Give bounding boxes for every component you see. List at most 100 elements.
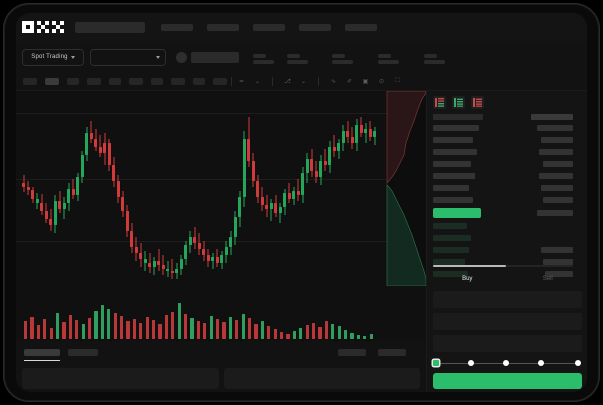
candle bbox=[346, 91, 349, 286]
chart-type-chevron-icon[interactable]: ⌄ bbox=[300, 79, 307, 85]
order-book-bid-row[interactable] bbox=[427, 232, 587, 244]
order-book-scrollbar[interactable] bbox=[433, 265, 573, 267]
candle bbox=[49, 91, 52, 286]
candle bbox=[139, 91, 142, 286]
order-book-ask-row[interactable] bbox=[427, 170, 587, 182]
bottom-tab-order-history[interactable] bbox=[68, 349, 98, 356]
bottom-action-2[interactable] bbox=[378, 349, 406, 356]
volume-bar bbox=[49, 328, 53, 339]
timeframe-button-6[interactable] bbox=[129, 78, 143, 85]
candle bbox=[166, 91, 169, 286]
candle bbox=[301, 91, 304, 286]
order-book-bid-row[interactable] bbox=[427, 220, 587, 232]
price-field[interactable] bbox=[433, 291, 582, 308]
slider-stop-100[interactable] bbox=[575, 360, 581, 366]
timeframe-button-10[interactable] bbox=[213, 78, 227, 85]
bottom-panel-left[interactable] bbox=[22, 368, 219, 389]
candle bbox=[94, 91, 97, 286]
candle bbox=[265, 91, 268, 286]
timeframe-button-4[interactable] bbox=[87, 78, 101, 85]
chevron-down-icon bbox=[70, 55, 75, 59]
amount-field[interactable] bbox=[433, 313, 582, 330]
indicator-chevron-icon[interactable]: ⌄ bbox=[254, 79, 261, 85]
line-tool-icon[interactable]: ∿ bbox=[330, 79, 337, 85]
chart-type-icon[interactable]: ⎇ bbox=[284, 79, 291, 85]
candle bbox=[62, 91, 66, 286]
submit-buy-button[interactable] bbox=[433, 373, 582, 389]
candle bbox=[314, 91, 318, 286]
trade-form-fields bbox=[433, 291, 582, 357]
timeframe-button-7[interactable] bbox=[151, 78, 163, 85]
orderbook-mode-both-icon[interactable] bbox=[433, 96, 446, 109]
nav-item-3[interactable] bbox=[253, 23, 285, 31]
timeframe-button-3[interactable] bbox=[67, 78, 79, 85]
slider-stop-25[interactable] bbox=[468, 360, 474, 366]
timeframe-button-2[interactable] bbox=[45, 78, 59, 85]
candle bbox=[292, 91, 295, 286]
price-chart[interactable] bbox=[16, 91, 426, 341]
order-book-ask-row[interactable] bbox=[427, 194, 587, 206]
timeframe-button-9[interactable] bbox=[193, 78, 205, 85]
candle bbox=[157, 91, 160, 286]
indicator-icon[interactable]: ≃ bbox=[238, 79, 245, 85]
bottom-action-1[interactable] bbox=[338, 349, 366, 356]
candle bbox=[229, 91, 232, 286]
order-book-ask-row[interactable] bbox=[427, 122, 587, 134]
slider-handle[interactable] bbox=[433, 360, 439, 366]
volume-bar bbox=[209, 316, 213, 339]
candle bbox=[310, 91, 313, 286]
candle bbox=[80, 91, 84, 286]
nav-item-1[interactable] bbox=[161, 23, 193, 31]
timeframe-button-8[interactable] bbox=[171, 78, 185, 85]
order-book-bid-row[interactable] bbox=[427, 244, 587, 256]
volume-bar bbox=[88, 318, 92, 339]
candle bbox=[134, 91, 138, 286]
candle bbox=[103, 91, 106, 286]
pencil-icon[interactable]: ✐ bbox=[346, 79, 353, 85]
nav-item-2[interactable] bbox=[207, 23, 239, 31]
ticker-stat-label bbox=[332, 53, 345, 58]
tab-buy[interactable]: Buy bbox=[462, 276, 473, 282]
okx-logo-icon[interactable] bbox=[22, 21, 66, 33]
candle bbox=[22, 91, 25, 286]
timeframe-button-5[interactable] bbox=[109, 78, 121, 85]
timeframe-group bbox=[23, 78, 227, 85]
candle bbox=[319, 91, 322, 286]
spot-trading-dropdown[interactable]: Spot Trading bbox=[22, 48, 84, 66]
candle bbox=[242, 91, 246, 286]
toolbar-divider bbox=[272, 77, 273, 86]
order-book-rows[interactable] bbox=[427, 122, 587, 280]
order-book-ask-row[interactable] bbox=[427, 182, 587, 194]
candle bbox=[170, 91, 174, 286]
settings-icon[interactable]: ⊙ bbox=[378, 79, 385, 85]
slider-stop-75[interactable] bbox=[538, 360, 544, 366]
volume-bar bbox=[318, 327, 322, 339]
nav-item-5[interactable] bbox=[345, 23, 377, 31]
orderbook-mode-bids-icon[interactable] bbox=[452, 96, 465, 109]
pair-select-dropdown[interactable] bbox=[90, 48, 166, 66]
order-book-ask-row[interactable] bbox=[427, 134, 587, 146]
nav-item-4[interactable] bbox=[299, 23, 331, 31]
order-book-ask-row[interactable] bbox=[427, 146, 587, 158]
slider-stop-50[interactable] bbox=[503, 360, 509, 366]
candle bbox=[287, 91, 291, 286]
order-book-bid-row[interactable] bbox=[427, 256, 587, 268]
order-book-ask-row[interactable] bbox=[427, 158, 587, 170]
amount-percent-slider[interactable] bbox=[433, 359, 582, 367]
volume-bar bbox=[62, 322, 66, 339]
candle bbox=[85, 91, 88, 286]
search-input[interactable] bbox=[75, 21, 145, 33]
candle bbox=[206, 91, 210, 286]
order-book-bid-row[interactable] bbox=[427, 268, 587, 280]
depth-overlay bbox=[386, 91, 426, 286]
fullscreen-icon[interactable]: ⛶ bbox=[395, 78, 400, 84]
bottom-panel-right[interactable] bbox=[223, 368, 420, 389]
volume-bar bbox=[312, 323, 316, 339]
orderbook-mode-asks-icon[interactable] bbox=[471, 96, 484, 109]
camera-icon[interactable]: ▣ bbox=[362, 79, 369, 85]
volume-bar bbox=[177, 303, 181, 339]
total-field[interactable] bbox=[433, 335, 582, 352]
bottom-tab-open-orders[interactable] bbox=[24, 349, 60, 356]
timeframe-button-1[interactable] bbox=[23, 78, 37, 85]
tab-sell[interactable]: Sell bbox=[542, 276, 553, 282]
